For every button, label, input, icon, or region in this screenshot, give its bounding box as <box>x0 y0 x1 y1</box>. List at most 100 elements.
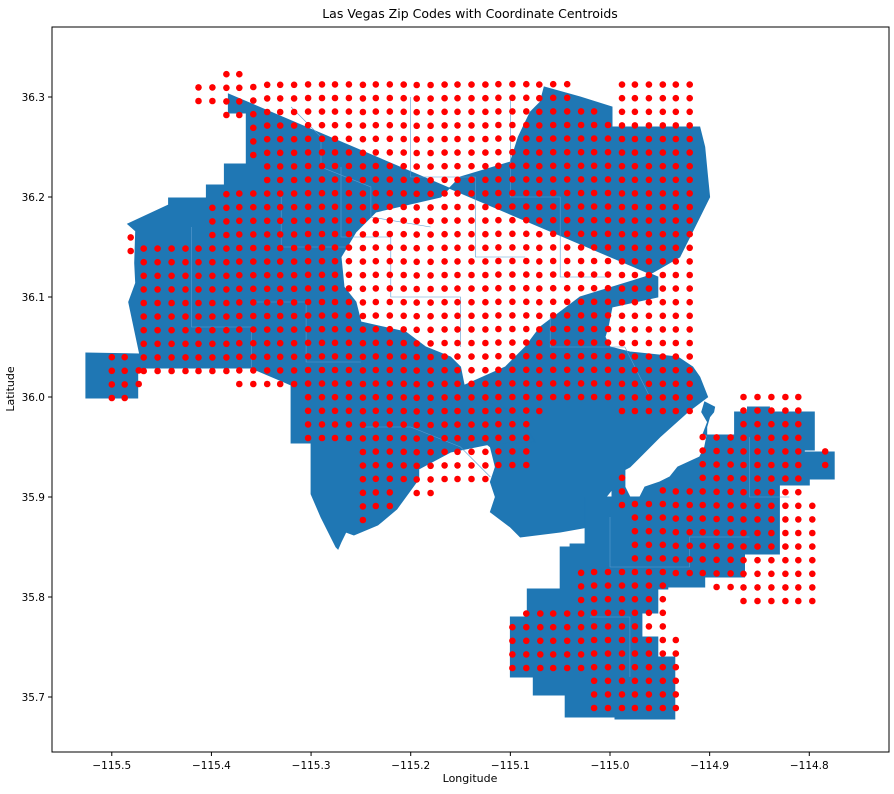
centroid-point <box>318 135 326 143</box>
centroid-point <box>250 203 257 211</box>
centroid-point <box>740 516 747 523</box>
centroid-point <box>345 380 353 387</box>
centroid-point <box>618 501 626 509</box>
centroid-point <box>209 340 216 348</box>
centroid-point <box>727 529 734 536</box>
centroid-point <box>250 380 257 388</box>
centroid-point <box>782 393 789 401</box>
centroid-point <box>537 651 544 658</box>
centroid-point <box>454 176 461 184</box>
centroid-point <box>345 94 353 102</box>
centroid-point <box>276 203 284 211</box>
centroid-point <box>318 244 326 251</box>
centroid-point <box>263 339 271 347</box>
centroid-point <box>523 284 530 292</box>
centroid-point <box>509 325 516 333</box>
centroid-point <box>331 135 339 143</box>
centroid-point <box>659 366 667 374</box>
centroid-point <box>345 108 353 115</box>
centroid-point <box>549 203 557 210</box>
centroid-point <box>386 135 394 143</box>
centroid-point <box>523 108 530 115</box>
centroid-point <box>400 244 408 252</box>
centroid-point <box>127 234 134 241</box>
centroid-point <box>276 285 284 293</box>
centroid-point <box>400 448 408 456</box>
centroid-point <box>400 434 408 442</box>
centroid-point <box>236 70 243 78</box>
centroid-point <box>782 502 789 510</box>
centroid-point <box>276 380 284 388</box>
centroid-point <box>482 475 489 483</box>
centroid-point <box>263 163 271 170</box>
centroid-point <box>304 380 312 387</box>
centroid-point <box>537 623 544 631</box>
centroid-point <box>413 149 421 157</box>
centroid-point <box>454 298 461 306</box>
centroid-point <box>549 623 557 631</box>
centroid-point <box>509 352 516 360</box>
centroid-point <box>645 380 653 388</box>
centroid-point <box>386 94 394 102</box>
centroid-point <box>154 272 161 280</box>
centroid-point <box>659 81 667 88</box>
centroid-point <box>345 203 353 211</box>
centroid-point <box>482 448 489 456</box>
centroid-point <box>523 623 530 631</box>
centroid-point <box>604 352 612 360</box>
centroid-point <box>372 108 380 115</box>
centroid-point <box>154 313 161 320</box>
centroid-point <box>536 135 543 143</box>
centroid-point <box>523 325 530 333</box>
centroid-point <box>304 244 312 251</box>
centroid-point <box>413 394 421 402</box>
centroid-point <box>250 353 257 361</box>
centroid-point <box>577 148 585 156</box>
centroid-point <box>672 515 680 522</box>
centroid-point <box>331 230 339 238</box>
centroid-point <box>290 81 298 89</box>
centroid-point <box>631 582 639 589</box>
centroid-point <box>618 353 626 360</box>
centroid-point <box>359 353 367 361</box>
centroid-point <box>223 84 230 92</box>
centroid-point <box>536 380 543 388</box>
centroid-point <box>713 583 720 591</box>
centroid-point <box>672 542 680 550</box>
centroid-point <box>686 81 693 88</box>
centroid-point <box>386 81 394 88</box>
centroid-point <box>659 108 667 116</box>
centroid-point <box>400 81 408 88</box>
centroid-point <box>331 312 339 319</box>
centroid-point <box>618 203 626 211</box>
centroid-point <box>495 148 502 156</box>
centroid-point <box>590 162 598 170</box>
centroid-point <box>563 203 571 210</box>
centroid-point <box>604 271 612 278</box>
centroid-point <box>276 258 284 265</box>
centroid-point <box>536 285 543 292</box>
centroid-point <box>590 380 598 387</box>
centroid-point <box>645 704 653 712</box>
centroid-point <box>549 244 557 251</box>
centroid-point <box>509 94 516 102</box>
centroid-point <box>441 475 448 483</box>
centroid-point <box>740 420 747 428</box>
centroid-point <box>372 217 380 224</box>
centroid-point <box>686 380 693 388</box>
centroid-point <box>604 366 612 374</box>
centroid-point <box>740 584 747 591</box>
centroid-point <box>809 570 816 578</box>
centroid-point <box>659 380 667 388</box>
centroid-point <box>713 474 720 482</box>
centroid-point <box>672 230 680 238</box>
centroid-point <box>182 258 189 266</box>
centroid-point <box>427 244 434 252</box>
centroid-point <box>618 298 626 306</box>
centroid-point <box>209 286 216 293</box>
centroid-point <box>441 94 448 102</box>
centroid-point <box>427 408 434 415</box>
centroid-point <box>659 609 667 617</box>
centroid-point <box>631 394 639 401</box>
centroid-point <box>537 610 544 617</box>
